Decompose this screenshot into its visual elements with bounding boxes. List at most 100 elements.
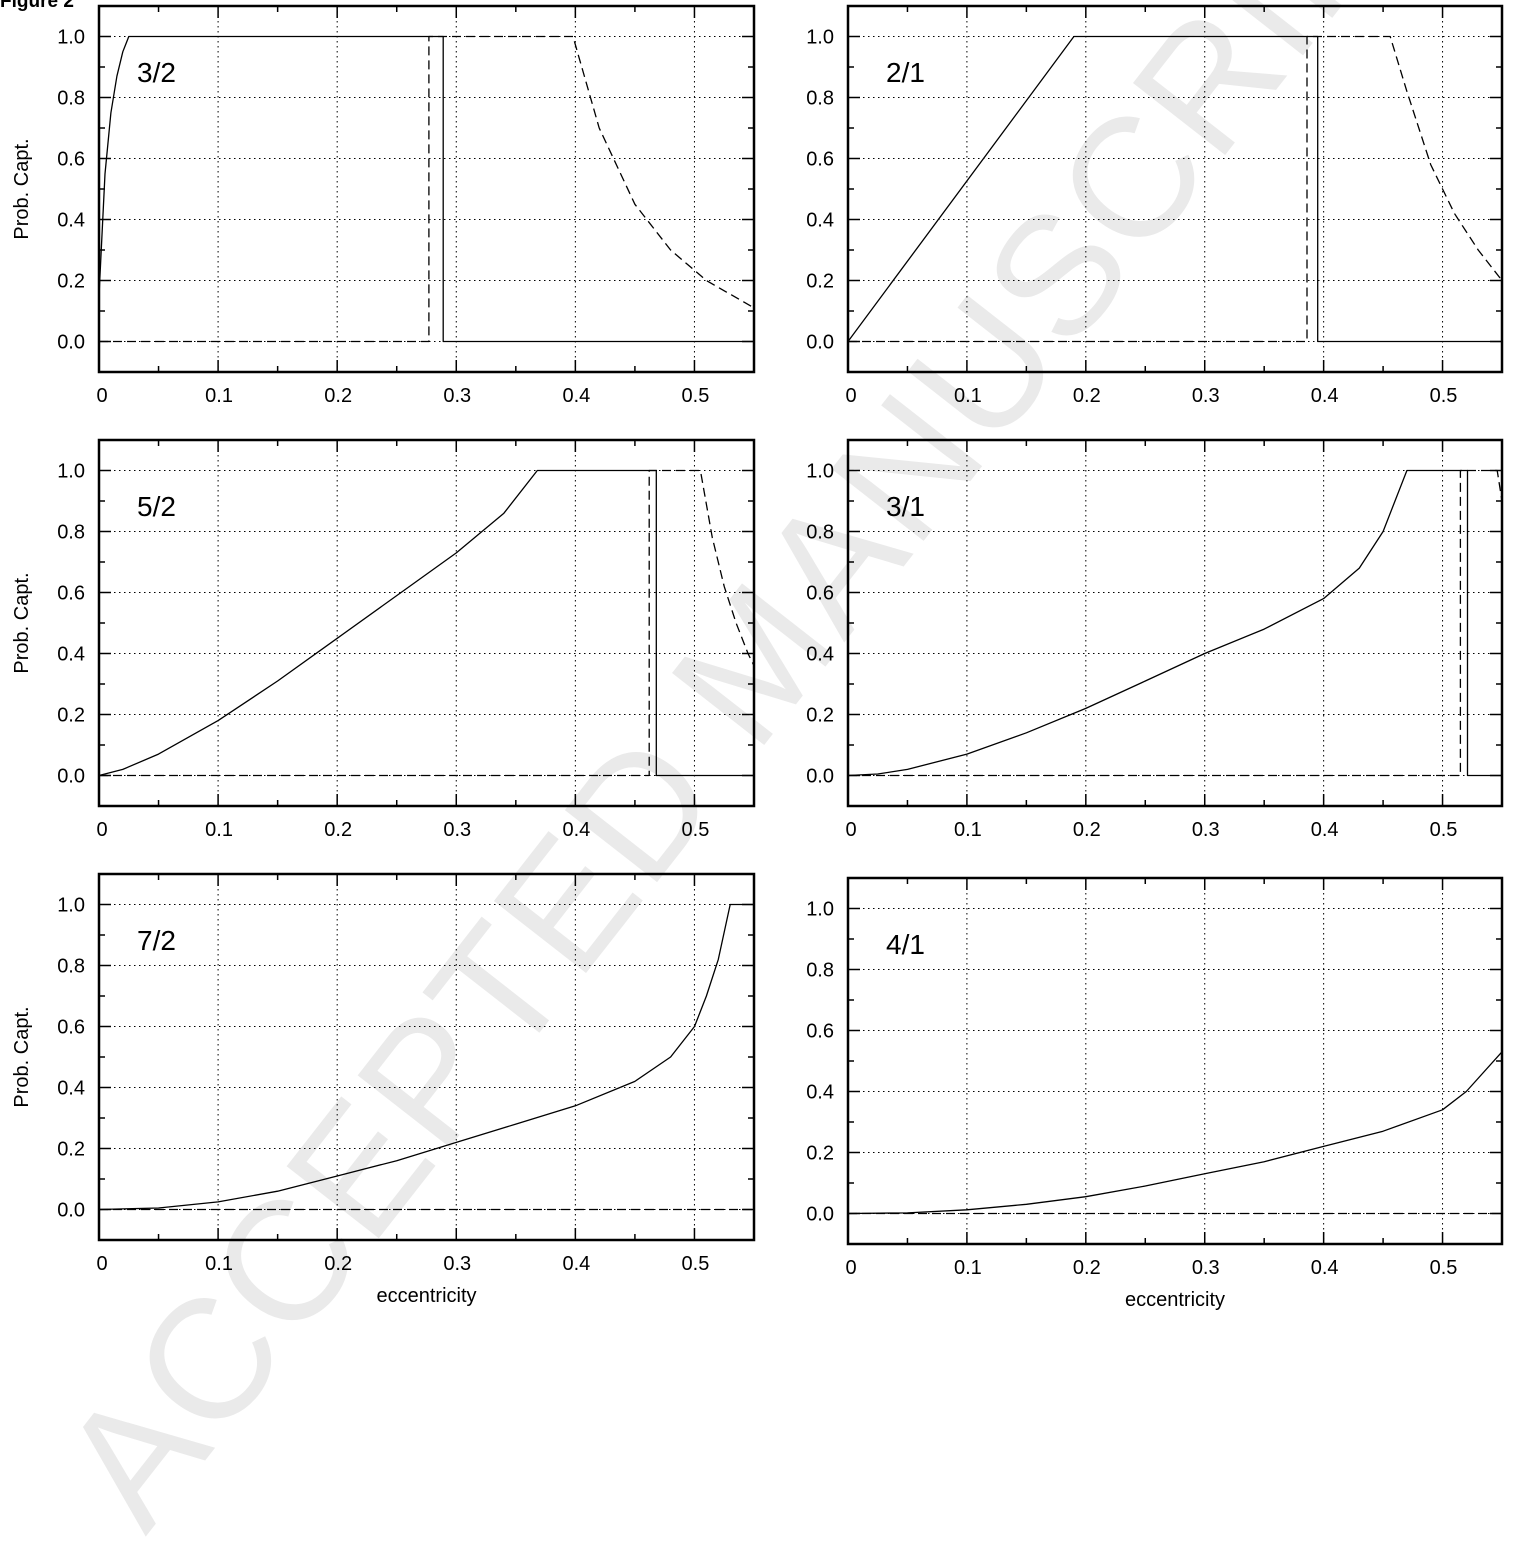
x-tick-label: 0.5 [1430, 819, 1458, 841]
y-tick-label: 0.2 [57, 1139, 85, 1161]
y-tick-label: 0.2 [57, 271, 85, 293]
y-tick-label: 0.6 [806, 149, 834, 171]
y-tick-label: 0.0 [57, 332, 85, 354]
x-tick-label: 0.1 [954, 1257, 982, 1279]
y-tick-label: 0.6 [57, 583, 85, 605]
y-axis-label: Prob. Capt. [11, 138, 33, 239]
x-tick-label: 0.3 [1192, 1257, 1220, 1279]
x-tick-label: 0.3 [443, 385, 471, 407]
x-tick-label: 0.1 [205, 385, 233, 407]
x-axis-label: eccentricity [1125, 1289, 1225, 1311]
y-tick-label: 1.0 [57, 27, 85, 49]
x-tick-label: 0.2 [324, 385, 352, 407]
solid-series-line [98, 35, 754, 343]
dashed-series-line [99, 469, 755, 777]
y-tick-label: 1.0 [57, 461, 85, 483]
chart-panel: 0 0.1 0.2 0.3 0.4 0.5 0.0 0.2 0.4 0.6 0.8 1.0 3/1 [806, 438, 1504, 841]
x-axis-label: eccentricity [376, 1285, 476, 1307]
x-tick-label: 0.4 [1311, 819, 1339, 841]
x-tick-label: 0 [96, 1253, 107, 1275]
x-tick-label: 0.4 [562, 1253, 590, 1275]
x-tick-label: 0 [845, 385, 856, 407]
plot-frame [846, 876, 1504, 1246]
x-tick-label: 0.4 [562, 385, 590, 407]
x-tick-label: 0.4 [1311, 385, 1339, 407]
chart-panel: 0 0.1 0.2 0.3 0.4 0.5 0.0 0.2 0.4 0.6 0.8 1.0 7/2 Pro… [11, 872, 756, 1307]
y-tick-label: 1.0 [806, 27, 834, 49]
y-tick-label: 0.0 [806, 332, 834, 354]
y-tick-label: 0.4 [57, 644, 85, 666]
solid-series-line [98, 469, 754, 777]
x-tick-label: 0.2 [1073, 385, 1101, 407]
y-tick-label: 0.0 [57, 1200, 85, 1222]
chart-panel: 0 0.1 0.2 0.3 0.4 0.5 0.0 0.2 0.4 0.6 0.8 1.0 3/2 Pro… [11, 4, 756, 407]
y-tick-label: 0.6 [806, 583, 834, 605]
y-tick-label: 0.6 [806, 1021, 834, 1043]
x-tick-label: 0 [96, 819, 107, 841]
figure-label: Figure 2 [0, 0, 74, 12]
solid-series-line [847, 35, 1502, 343]
dashed-series-line [99, 35, 755, 343]
plot-frame [97, 872, 756, 1242]
x-tick-label: 0.1 [954, 385, 982, 407]
y-tick-label: 0.6 [57, 149, 85, 171]
y-axis-label: Prob. Capt. [11, 1006, 33, 1107]
y-tick-label: 1.0 [57, 895, 85, 917]
x-tick-label: 0.3 [443, 819, 471, 841]
x-tick-label: 0.4 [1311, 1257, 1339, 1279]
panel-label: 2/1 [886, 57, 925, 88]
y-tick-label: 0.8 [806, 522, 834, 544]
x-tick-label: 0.2 [324, 1253, 352, 1275]
x-tick-label: 0.2 [1073, 819, 1101, 841]
y-tick-label: 0.4 [806, 1082, 834, 1104]
chart-panel: 0 0.1 0.2 0.3 0.4 0.5 0.0 0.2 0.4 0.6 0.8 1.0 4/1 ecc… [806, 876, 1504, 1311]
solid-series-line [847, 469, 1502, 777]
panel-label: 3/1 [886, 491, 925, 522]
y-tick-label: 0.8 [57, 956, 85, 978]
solid-series-line [847, 1051, 1503, 1215]
y-tick-label: 0.0 [806, 1204, 834, 1226]
x-tick-label: 0.5 [1430, 385, 1458, 407]
figure-canvas: 0 0.1 0.2 0.3 0.4 0.5 0.0 0.2 0.4 0.6 0.8 1.0 3/2 Pro… [11, 4, 1504, 1311]
x-tick-label: 0.3 [1192, 385, 1220, 407]
x-tick-label: 0.1 [954, 819, 982, 841]
panel-label: 5/2 [137, 491, 176, 522]
y-tick-label: 0.8 [806, 960, 834, 982]
y-tick-label: 0.8 [806, 88, 834, 110]
x-tick-label: 0 [845, 1257, 856, 1279]
x-tick-label: 0.2 [324, 819, 352, 841]
y-tick-label: 0.4 [806, 210, 834, 232]
panel-label: 7/2 [137, 925, 176, 956]
x-tick-label: 0.5 [682, 819, 710, 841]
y-tick-label: 0.0 [806, 766, 834, 788]
y-tick-label: 0.6 [57, 1017, 85, 1039]
y-axis-label: Prob. Capt. [11, 572, 33, 673]
dashed-series-line [848, 469, 1503, 777]
x-tick-label: 0.1 [205, 819, 233, 841]
y-tick-label: 1.0 [806, 461, 834, 483]
y-tick-label: 0.4 [57, 210, 85, 232]
x-tick-label: 0.5 [682, 385, 710, 407]
y-tick-label: 0.4 [57, 1078, 85, 1100]
y-tick-label: 0.0 [57, 766, 85, 788]
x-tick-label: 0.1 [205, 1253, 233, 1275]
x-tick-label: 0 [845, 819, 856, 841]
panel-label: 4/1 [886, 929, 925, 960]
solid-series-line [98, 903, 754, 1211]
y-tick-label: 0.2 [806, 271, 834, 293]
x-tick-label: 0.5 [682, 1253, 710, 1275]
plot-frame [97, 438, 756, 808]
x-tick-label: 0.4 [562, 819, 590, 841]
y-tick-label: 1.0 [806, 899, 834, 921]
y-tick-label: 0.2 [806, 1143, 834, 1165]
x-tick-label: 0.3 [443, 1253, 471, 1275]
plot-frame [846, 438, 1504, 808]
y-tick-label: 0.4 [806, 644, 834, 666]
panel-label: 3/2 [137, 57, 176, 88]
x-tick-label: 0.5 [1430, 1257, 1458, 1279]
chart-panel: 0 0.1 0.2 0.3 0.4 0.5 0.0 0.2 0.4 0.6 0.8 1.0 2/1 [806, 4, 1504, 407]
y-tick-label: 0.2 [806, 705, 834, 727]
plot-frame [97, 4, 756, 374]
y-tick-label: 0.8 [57, 522, 85, 544]
x-tick-label: 0 [96, 385, 107, 407]
